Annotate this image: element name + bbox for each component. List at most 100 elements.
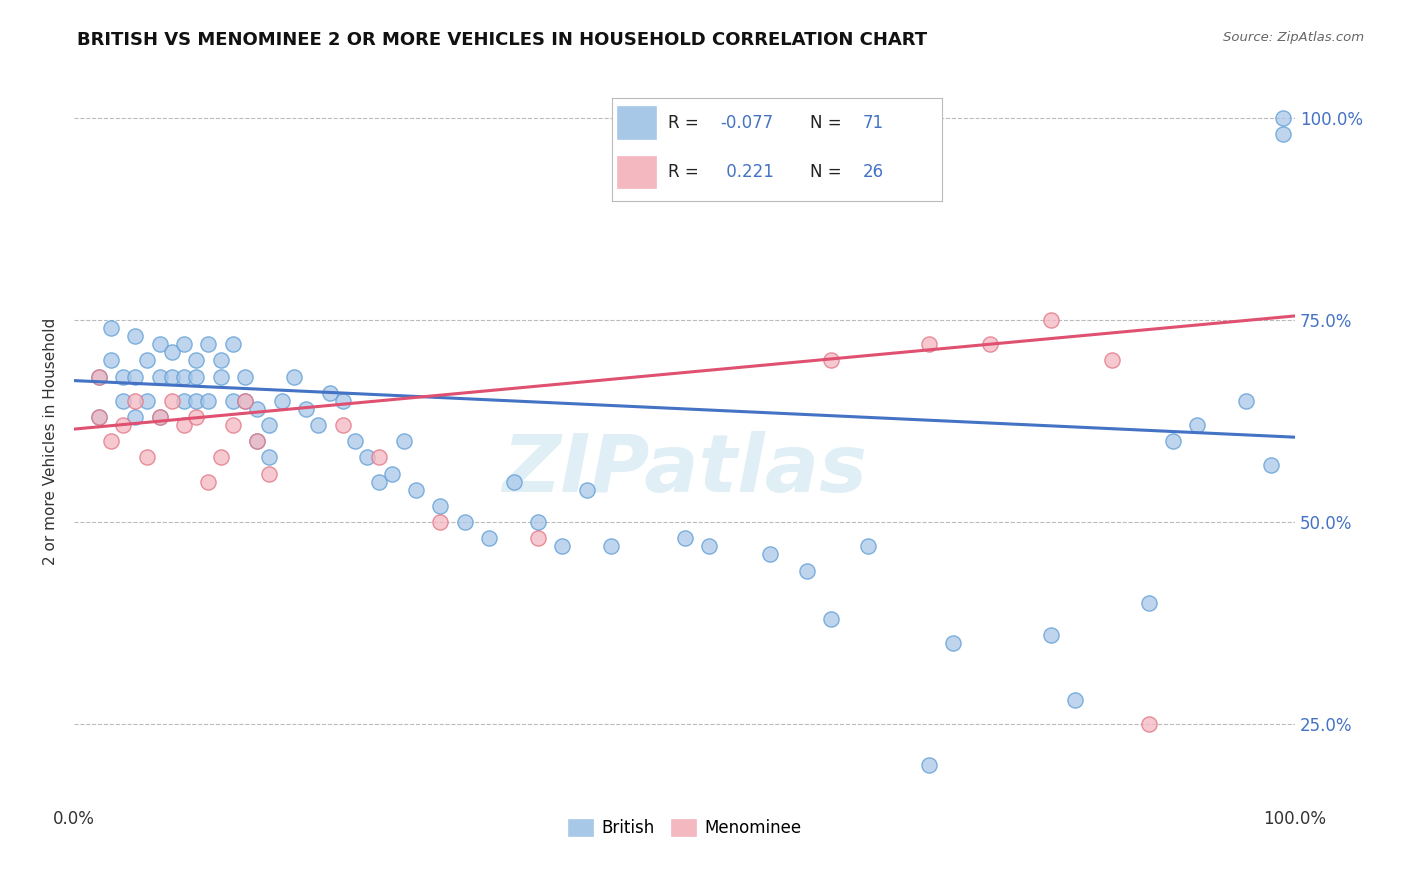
Point xyxy=(111,393,134,408)
Point xyxy=(186,353,208,368)
Point xyxy=(551,539,574,553)
Point xyxy=(307,418,329,433)
Point xyxy=(173,337,195,351)
Point xyxy=(759,548,782,562)
Point xyxy=(222,393,245,408)
Point xyxy=(332,393,354,408)
Text: 71: 71 xyxy=(863,114,884,132)
Point xyxy=(405,483,427,497)
Point xyxy=(100,353,122,368)
Point xyxy=(820,612,842,626)
Point xyxy=(222,337,245,351)
Point xyxy=(1161,434,1184,449)
Point xyxy=(246,434,269,449)
Point xyxy=(343,434,366,449)
Point xyxy=(246,434,269,449)
Point xyxy=(856,539,879,553)
Point xyxy=(233,393,256,408)
Point xyxy=(173,393,195,408)
Point xyxy=(160,393,183,408)
Point xyxy=(575,483,598,497)
Point xyxy=(1039,313,1062,327)
Y-axis label: 2 or more Vehicles in Household: 2 or more Vehicles in Household xyxy=(44,318,58,565)
Point xyxy=(111,369,134,384)
Point xyxy=(283,369,305,384)
Point xyxy=(87,409,110,424)
Point xyxy=(87,409,110,424)
Point xyxy=(233,369,256,384)
Point xyxy=(979,337,1001,351)
Point xyxy=(380,467,402,481)
Point xyxy=(87,369,110,384)
Point xyxy=(209,353,232,368)
Point xyxy=(1137,717,1160,731)
Point xyxy=(209,369,232,384)
Point xyxy=(295,401,318,416)
Point xyxy=(600,539,623,553)
Text: N =: N = xyxy=(810,163,846,181)
Point xyxy=(1039,628,1062,642)
Text: BRITISH VS MENOMINEE 2 OR MORE VEHICLES IN HOUSEHOLD CORRELATION CHART: BRITISH VS MENOMINEE 2 OR MORE VEHICLES … xyxy=(77,31,928,49)
Point xyxy=(197,337,219,351)
Point xyxy=(1271,127,1294,141)
Point xyxy=(111,418,134,433)
Point xyxy=(186,409,208,424)
Point xyxy=(259,467,281,481)
Point xyxy=(796,564,818,578)
Point xyxy=(527,531,550,545)
Point xyxy=(697,539,720,553)
Point xyxy=(246,401,269,416)
Point xyxy=(209,450,232,465)
Point xyxy=(1260,458,1282,473)
Point xyxy=(1064,693,1087,707)
Point xyxy=(1137,596,1160,610)
Point xyxy=(233,393,256,408)
Point xyxy=(124,369,146,384)
Point xyxy=(270,393,292,408)
Point xyxy=(100,434,122,449)
Point xyxy=(222,418,245,433)
Point xyxy=(356,450,378,465)
Point xyxy=(918,757,941,772)
Point xyxy=(124,409,146,424)
Point xyxy=(942,636,965,650)
Text: N =: N = xyxy=(810,114,846,132)
Text: ZIPatlas: ZIPatlas xyxy=(502,432,868,509)
Point xyxy=(918,337,941,351)
Point xyxy=(368,450,391,465)
Point xyxy=(173,369,195,384)
Point xyxy=(148,369,170,384)
Point xyxy=(148,409,170,424)
Text: R =: R = xyxy=(668,114,704,132)
Point xyxy=(820,353,842,368)
Point xyxy=(173,418,195,433)
Point xyxy=(332,418,354,433)
Text: -0.077: -0.077 xyxy=(721,114,773,132)
Point xyxy=(124,329,146,343)
Point xyxy=(100,321,122,335)
Text: Source: ZipAtlas.com: Source: ZipAtlas.com xyxy=(1223,31,1364,45)
Point xyxy=(1234,393,1257,408)
Point xyxy=(1101,353,1123,368)
Bar xyxy=(617,155,657,188)
Point xyxy=(197,475,219,489)
Point xyxy=(259,418,281,433)
Point xyxy=(673,531,696,545)
Point xyxy=(197,393,219,408)
Point xyxy=(136,353,159,368)
Point xyxy=(502,475,524,489)
Point xyxy=(319,385,342,400)
Legend: British, Menominee: British, Menominee xyxy=(561,813,808,844)
Point xyxy=(136,393,159,408)
Point xyxy=(454,515,477,529)
Text: R =: R = xyxy=(668,163,704,181)
Point xyxy=(368,475,391,489)
Point xyxy=(527,515,550,529)
Point xyxy=(136,450,159,465)
Point xyxy=(1187,418,1209,433)
Point xyxy=(148,409,170,424)
Point xyxy=(259,450,281,465)
Point xyxy=(160,369,183,384)
Point xyxy=(186,393,208,408)
Point xyxy=(478,531,501,545)
